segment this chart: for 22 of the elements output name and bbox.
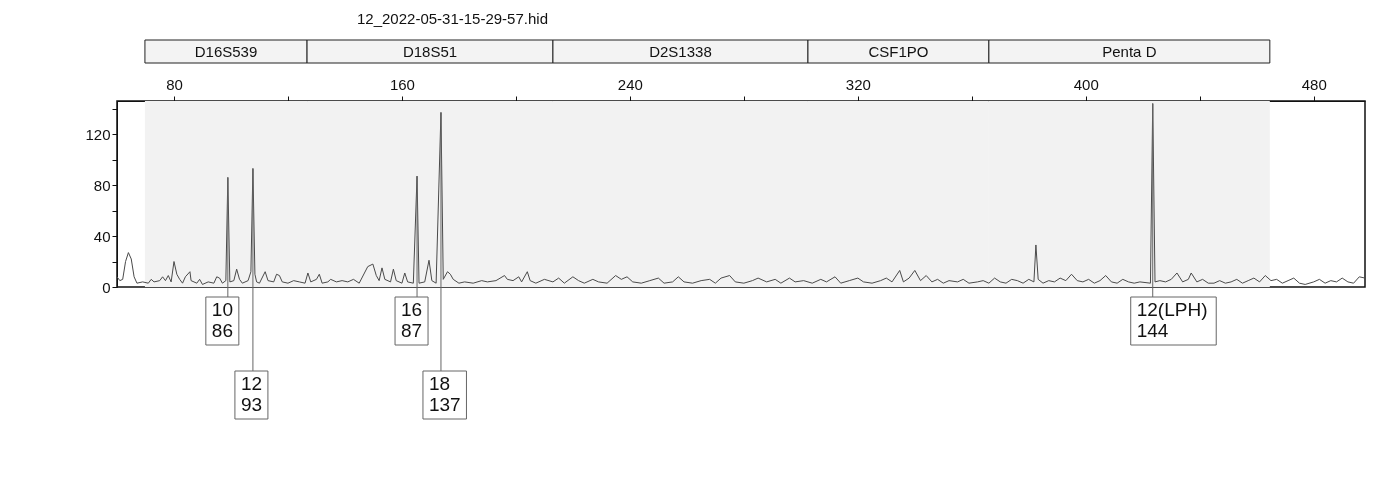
line-series <box>117 103 1365 285</box>
x-tick-label: 80 <box>166 75 183 93</box>
x-tick-label: 320 <box>845 75 871 93</box>
y-tick-label: 120 <box>85 125 111 143</box>
band-label: Penta D <box>1102 43 1157 60</box>
x-tick-label: 480 <box>1301 75 1327 93</box>
chart-title: 12_2022-05-31-15-29-57.hid <box>357 10 548 27</box>
y-tick-label: 40 <box>93 227 111 245</box>
annotation: 16 87 <box>401 299 423 341</box>
band-label: CSF1PO <box>868 43 929 60</box>
band-label: D16S539 <box>194 43 258 60</box>
x-tick-label: 160 <box>389 75 415 93</box>
band-label: D2S1338 <box>649 43 712 60</box>
annotation: 18 137 <box>428 373 461 415</box>
y-tick-label: 80 <box>93 176 111 194</box>
x-tick-label: 240 <box>617 75 643 93</box>
annotation: 10 86 <box>211 299 233 341</box>
y-tick-label: 0 <box>102 278 111 296</box>
band-label: D18S51 <box>402 43 458 60</box>
x-tick-label: 400 <box>1073 75 1099 93</box>
annotation: 12(LPH) 144 <box>1136 299 1208 341</box>
annotation: 12 93 <box>240 373 263 415</box>
